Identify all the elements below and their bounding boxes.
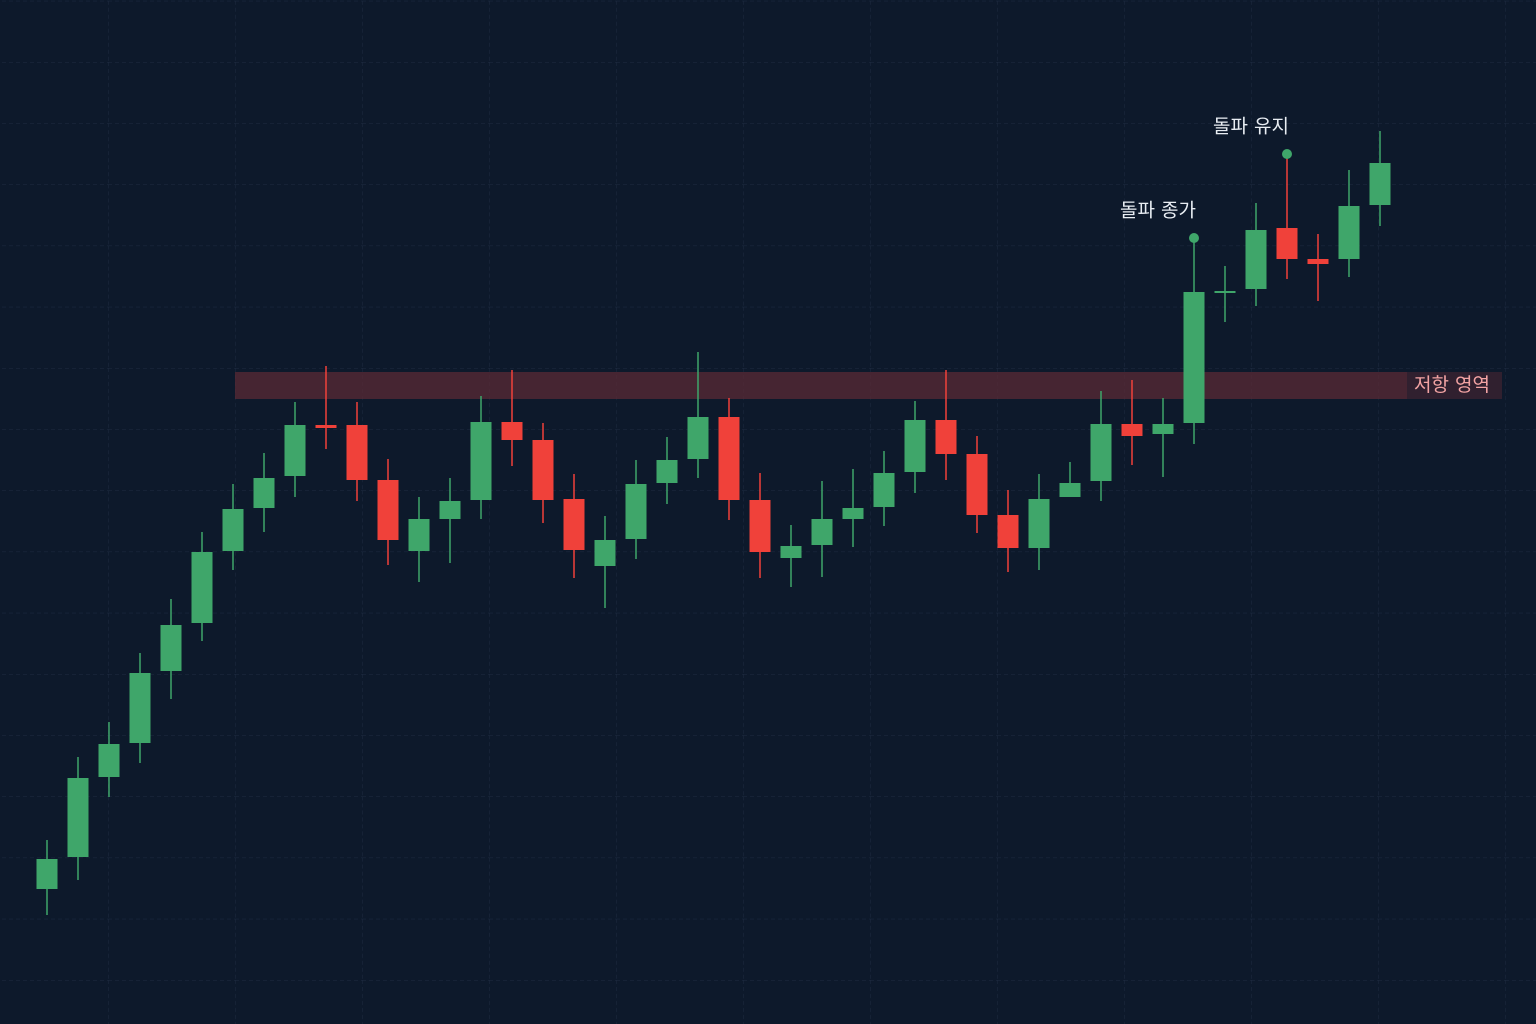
zone-label: 저항 영역 [1414, 374, 1490, 396]
candle-body [377, 480, 399, 540]
annotation-label: 돌파 종가 [1120, 200, 1196, 222]
candle-body [1090, 424, 1112, 481]
candle-body [439, 501, 461, 519]
candle-body [98, 744, 120, 777]
annotation-dot [1282, 149, 1292, 159]
candle-body [780, 546, 802, 558]
candle-body [67, 778, 89, 857]
candle-body [718, 417, 740, 500]
annotation-dot [1189, 233, 1199, 243]
candle-body [1338, 206, 1360, 259]
zone-label-bg [1407, 372, 1502, 399]
candle-body [1059, 483, 1081, 497]
candle-body [1369, 163, 1391, 205]
candle-body [687, 417, 709, 459]
candle-body [966, 454, 988, 515]
candle-body [408, 519, 430, 551]
candle-body [222, 509, 244, 551]
candle-body [1214, 291, 1236, 293]
candle-body [625, 484, 647, 539]
candle-body [501, 422, 523, 440]
candle-body [1028, 499, 1050, 548]
candle-body [315, 425, 337, 428]
candle-body [811, 519, 833, 545]
candle-body [1245, 230, 1267, 289]
candle-body [935, 420, 957, 454]
candle-body [191, 552, 213, 623]
resistance-zone [235, 372, 1407, 399]
candle-body [1307, 259, 1329, 264]
candle-body [842, 508, 864, 519]
candle-body [160, 625, 182, 671]
candle-body [563, 499, 585, 550]
candle-body [470, 422, 492, 500]
candle-body [656, 460, 678, 483]
candle-body [1276, 228, 1298, 259]
candle-body [873, 473, 895, 507]
candle-body [594, 540, 616, 566]
candle-body [253, 478, 275, 508]
candle-body [1152, 424, 1174, 434]
candle-body [1183, 292, 1205, 423]
candle-body [129, 673, 151, 743]
candle-body [346, 425, 368, 480]
candle-body [36, 859, 58, 889]
candle-body [532, 440, 554, 500]
annotation-label: 돌파 유지 [1213, 116, 1289, 138]
candle-body [997, 515, 1019, 548]
candle-body [1121, 424, 1143, 436]
candle-body [749, 500, 771, 552]
candle-body [904, 420, 926, 472]
candle-body [284, 425, 306, 476]
